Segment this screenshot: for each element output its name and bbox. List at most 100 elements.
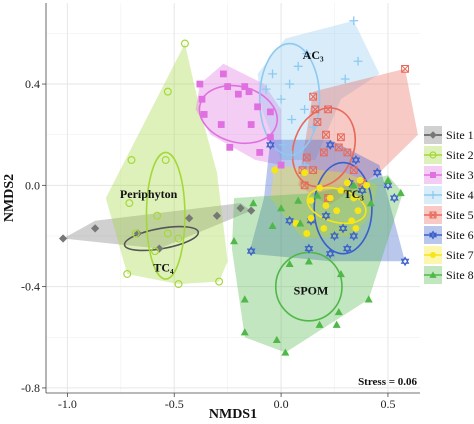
data-point <box>300 104 309 114</box>
series-site-2 <box>123 39 224 289</box>
data-point <box>366 199 375 207</box>
data-point <box>304 243 314 254</box>
data-point <box>276 94 286 104</box>
data-point <box>185 214 194 223</box>
data-point <box>320 224 328 232</box>
data-point <box>333 207 341 215</box>
data-point <box>155 244 164 253</box>
axis-layer: -1.0 -0.5 0.0 0.5 -0.8 -0.4 0.0 0.4 <box>21 3 420 411</box>
series-site-6 <box>246 139 410 267</box>
data-point <box>287 115 297 124</box>
data-point <box>311 105 320 114</box>
legend-key-marker <box>430 252 436 258</box>
data-point <box>342 243 352 254</box>
data-point <box>324 105 333 114</box>
group-label: SPOM <box>294 283 329 297</box>
data-point <box>234 90 242 98</box>
legend-label: Site 3 <box>446 168 474 182</box>
legend-label: Site 6 <box>446 228 474 242</box>
data-point <box>356 176 364 184</box>
data-point <box>287 150 297 160</box>
data-point <box>307 197 315 204</box>
data-point <box>309 166 318 175</box>
data-point <box>163 229 172 238</box>
data-point <box>272 335 281 344</box>
data-point <box>354 207 362 215</box>
data-point <box>246 246 256 257</box>
data-point <box>337 187 345 194</box>
data-point <box>396 188 405 197</box>
data-point <box>340 74 350 84</box>
data-point <box>401 64 409 73</box>
data-point <box>174 280 183 289</box>
data-point <box>153 211 162 220</box>
data-point <box>271 166 279 174</box>
data-point <box>301 169 308 177</box>
data-point <box>390 193 399 203</box>
data-point <box>125 199 134 208</box>
data-point <box>349 181 358 189</box>
data-point <box>307 214 315 222</box>
data-point <box>315 320 324 328</box>
group-label: TC₃ <box>344 187 365 201</box>
data-point <box>337 133 345 142</box>
hull-site-6 <box>249 139 405 262</box>
data-point <box>294 196 303 204</box>
hull-site-5 <box>298 68 418 206</box>
x-tick-label: -1.0 <box>58 397 77 411</box>
data-point <box>351 155 361 166</box>
data-point <box>343 148 352 157</box>
data-point <box>353 56 363 66</box>
data-point <box>285 215 294 226</box>
data-point <box>326 194 334 202</box>
data-point <box>266 139 275 150</box>
ellipse-site-6 <box>313 161 373 255</box>
data-point <box>313 118 322 126</box>
data-point <box>322 202 330 209</box>
data-point <box>350 194 358 202</box>
data-point <box>127 156 136 165</box>
data-point <box>268 69 277 79</box>
data-point <box>372 167 382 178</box>
data-point <box>308 122 318 132</box>
x-tick-label: -0.5 <box>165 397 184 411</box>
data-point <box>285 79 295 89</box>
data-point <box>325 139 335 150</box>
y-tick-label: -0.8 <box>21 381 40 395</box>
data-point <box>332 320 341 328</box>
x-tick-label: 0.0 <box>274 397 289 411</box>
legend-key-marker <box>428 230 438 240</box>
data-point <box>322 130 330 139</box>
legend-key-marker <box>429 271 437 278</box>
legend-key-marker <box>430 172 436 178</box>
data-point <box>400 256 410 267</box>
data-point <box>256 149 264 156</box>
group-label: TC₄ <box>153 261 174 275</box>
y-tick-label: -0.4 <box>21 280 40 294</box>
data-point <box>219 70 227 78</box>
data-point <box>349 230 359 241</box>
data-point <box>245 88 253 96</box>
data-point <box>131 229 140 238</box>
data-point <box>254 103 261 111</box>
data-point <box>212 211 222 220</box>
group-label: Periphyton <box>120 187 178 201</box>
legend-label: Site 5 <box>446 208 474 222</box>
data-point <box>200 111 208 118</box>
data-point <box>313 191 322 199</box>
data-point <box>336 269 345 278</box>
data-point <box>180 39 189 48</box>
data-point <box>133 229 143 238</box>
data-point <box>304 257 313 265</box>
data-point <box>240 295 249 303</box>
y-tick-label: 0.4 <box>25 77 40 91</box>
legend-label: Site 4 <box>446 188 474 202</box>
data-point <box>343 179 351 187</box>
group-label-layer: AC₃ Periphyton TC₃ TC₄ SPOM <box>120 48 364 298</box>
group-label: AC₃ <box>303 48 324 62</box>
data-point <box>300 181 309 190</box>
data-point <box>226 143 234 151</box>
data-point <box>215 277 224 286</box>
data-point <box>174 234 183 243</box>
